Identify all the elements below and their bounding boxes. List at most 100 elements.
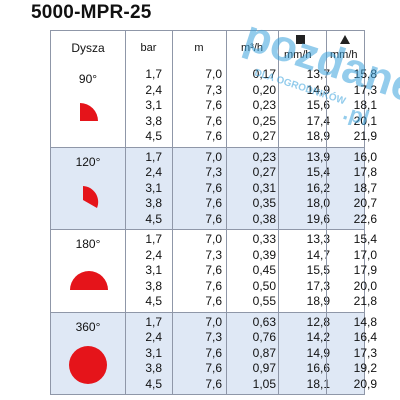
cell-bar: 3,1 (145, 263, 162, 277)
header-bar: bar (140, 42, 157, 54)
column-divider (226, 31, 227, 394)
triangle-spacing-icon (340, 35, 350, 44)
cell-precip-triangle: 18,1 (353, 98, 377, 112)
cell-radius: 7,0 (205, 67, 222, 81)
cell-precip-square: 17,4 (306, 113, 330, 128)
cell-precip-triangle: 17,0 (353, 247, 377, 262)
cell-bar: 4,5 (145, 294, 162, 308)
table-row: 3,8 7,6 0,97 16,6 19,2 (125, 361, 377, 377)
cell-bar: 2,4 (145, 165, 162, 179)
cell-precip-triangle: 22,6 (353, 211, 377, 226)
cell-precip-triangle: 16,4 (353, 330, 377, 344)
table-row: 3,8 7,6 0,50 17,3 20,0 (125, 278, 377, 295)
cell-precip-triangle: 17,3 (353, 345, 377, 360)
cell-radius: 7,6 (205, 113, 222, 128)
cell-bar: 4,5 (145, 129, 162, 143)
table-row: 3,8 7,6 0,25 17,4 20,1 (125, 113, 377, 130)
cell-flow: 0,35 (252, 196, 276, 210)
cell-precip-square: 16,6 (306, 361, 330, 375)
cell-flow: 0,55 (252, 294, 276, 308)
table-row: 3,8 7,6 0,35 18,0 20,7 (125, 196, 377, 212)
full-circle-icon (68, 345, 108, 390)
cell-precip-triangle: 21,8 (353, 294, 377, 308)
cell-precip-triangle: 15,4 (353, 232, 377, 246)
cell-precip-square: 18,9 (306, 129, 330, 143)
cell-precip-square: 12,8 (306, 314, 330, 329)
table-row: 2,4 7,3 0,20 14,9 17,3 (125, 82, 377, 99)
cell-flow: 0,31 (252, 180, 276, 195)
cell-precip-square: 15,4 (306, 165, 330, 179)
cell-bar: 3,8 (145, 278, 162, 293)
cell-precip-triangle: 17,3 (353, 82, 377, 97)
header-m: m (194, 42, 204, 54)
table-row: 3,1 7,6 0,87 14,9 17,3 (125, 345, 377, 362)
cell-radius: 7,6 (205, 98, 222, 112)
cell-flow: 0,20 (252, 82, 276, 97)
cell-radius: 7,0 (205, 232, 222, 246)
table-row: 3,1 7,6 0,31 16,2 18,7 (125, 180, 377, 197)
table-row: 1,7 7,0 0,33 13,3 15,4 (125, 232, 377, 248)
cell-radius: 7,6 (205, 376, 222, 391)
cell-flow: 0,33 (252, 232, 276, 246)
cell-flow: 0,38 (252, 211, 276, 226)
cell-bar: 1,7 (145, 314, 162, 329)
cell-precip-square: 18,1 (306, 376, 330, 391)
cell-precip-triangle: 17,8 (353, 165, 377, 179)
cell-bar: 1,7 (145, 67, 162, 81)
table-row: 2,4 7,3 0,39 14,7 17,0 (125, 247, 377, 264)
header-flow: m³/h (241, 42, 263, 54)
cell-precip-square: 15,6 (306, 98, 330, 112)
cell-precip-square: 14,7 (306, 247, 330, 262)
header-nozzle: Dysza (71, 41, 105, 55)
cell-precip-triangle: 16,0 (353, 149, 377, 164)
cell-radius: 7,3 (205, 247, 222, 262)
header-precip-triangle: mm/h (326, 31, 366, 65)
nozzle-group: 360° 1,7 7,0 0,63 12,8 14,8 2,4 7,3 0,76 14,2 16,4… (51, 312, 377, 395)
third-circle-icon (79, 185, 101, 220)
cell-precip-square: 16,2 (306, 180, 330, 195)
cell-precip-triangle: 15,8 (353, 67, 377, 81)
cell-precip-square: 14,2 (306, 330, 330, 344)
cell-flow: 0,76 (252, 330, 276, 344)
cell-radius: 7,6 (205, 180, 222, 195)
cell-precip-square: 14,9 (306, 82, 330, 97)
cell-precip-square: 13,9 (306, 149, 330, 164)
table-row: 2,4 7,3 0,76 14,2 16,4 (125, 330, 377, 346)
table-row: 4,5 7,6 0,55 18,9 21,8 (125, 294, 377, 310)
cell-bar: 1,7 (145, 149, 162, 164)
cell-flow: 0,39 (252, 247, 276, 262)
cell-radius: 7,3 (205, 82, 222, 97)
cell-flow: 0,45 (252, 263, 276, 277)
cell-bar: 4,5 (145, 211, 162, 226)
cell-flow: 0,50 (252, 278, 276, 293)
cell-radius: 7,6 (205, 294, 222, 308)
cell-precip-triangle: 20,7 (353, 196, 377, 210)
column-divider (278, 31, 279, 394)
cell-radius: 7,0 (205, 149, 222, 164)
cell-flow: 0,23 (252, 98, 276, 112)
square-spacing-icon (296, 35, 305, 44)
cell-radius: 7,6 (205, 196, 222, 210)
cell-precip-triangle: 19,2 (353, 361, 377, 375)
nozzle-angle: 180° (75, 237, 101, 251)
page-title: 5000-MPR-25 (31, 2, 152, 23)
table-row: 4,5 7,6 1,05 18,1 20,9 (125, 376, 377, 393)
cell-bar: 2,4 (145, 247, 162, 262)
cell-bar: 2,4 (145, 330, 162, 344)
column-divider (172, 31, 173, 394)
performance-table: Dysza bar m m³/h mm/h mm/h 90° 1,7 7,0 0,17… (50, 30, 377, 395)
cell-radius: 7,0 (205, 314, 222, 329)
cell-flow: 1,05 (252, 376, 276, 391)
quarter-circle-icon (78, 101, 100, 128)
cell-flow: 0,25 (252, 113, 276, 128)
cell-flow: 0,17 (252, 67, 276, 81)
cell-flow: 0,63 (252, 314, 276, 329)
cell-bar: 3,1 (145, 180, 162, 195)
cell-precip-square: 17,3 (306, 278, 330, 293)
nozzle-group: 120° 1,7 7,0 0,23 13,9 16,0 2,4 7,3 0,27 15,4 17,8… (51, 147, 377, 230)
table-header: Dysza bar m m³/h mm/h mm/h (51, 31, 364, 66)
cell-radius: 7,6 (205, 345, 222, 360)
cell-radius: 7,3 (205, 165, 222, 179)
cell-flow: 0,87 (252, 345, 276, 360)
cell-precip-triangle: 21,9 (353, 129, 377, 143)
